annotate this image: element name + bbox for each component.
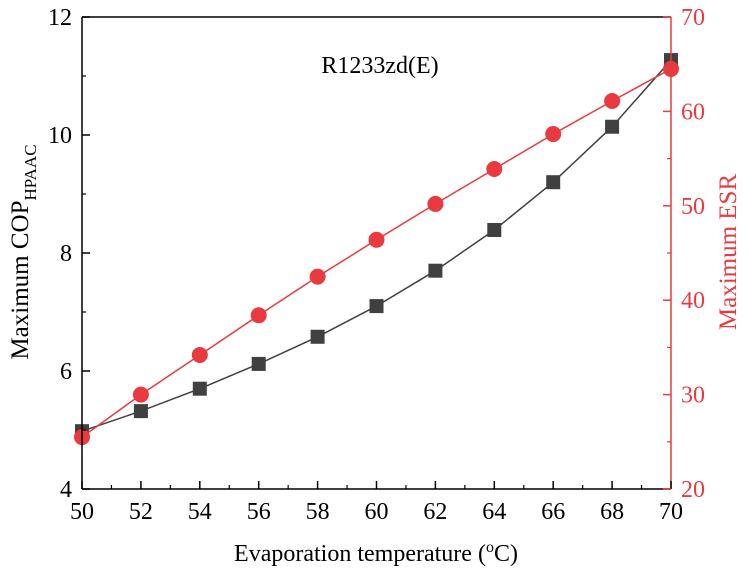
esr-data-point [191, 346, 208, 363]
esr-data-point [486, 160, 503, 177]
x-tick-label: 62 [423, 499, 447, 525]
cop-data-point [133, 404, 148, 419]
esr-data-point [604, 93, 621, 110]
x-tick-label: 68 [600, 499, 624, 525]
x-tick-label: 52 [129, 499, 153, 525]
x-axis-label: Evaporation temperature (oC) [234, 539, 518, 567]
y-axis-left-label: Maximum COPHPAAC [7, 144, 40, 359]
cop-data-point [605, 119, 620, 134]
cop-data-point [369, 299, 384, 314]
y-axis-left-label-subscript: HPAAC [21, 144, 40, 200]
esr-data-point [545, 126, 562, 143]
x-axis-label-suffix: C) [494, 541, 518, 567]
y-left-tick-label: 10 [48, 123, 72, 149]
cop-data-point [428, 263, 443, 278]
esr-data-point [368, 231, 385, 248]
x-tick-label: 70 [659, 499, 683, 525]
cop-data-point [310, 329, 325, 344]
x-tick-label: 64 [482, 499, 506, 525]
y-axis-right-label: Maximum ESR [715, 174, 742, 331]
x-tick-label: 50 [70, 499, 94, 525]
y-axis-left-label-main: Maximum COP [7, 201, 34, 360]
x-tick-label: 56 [247, 499, 271, 525]
x-tick-label: 54 [188, 499, 212, 525]
y-right-tick-label: 40 [681, 288, 705, 314]
y-right-tick-label: 20 [681, 477, 705, 503]
x-tick-label: 58 [306, 499, 330, 525]
cop-data-point [192, 381, 207, 396]
esr-data-point [132, 386, 149, 403]
y-right-tick-label: 60 [681, 99, 705, 125]
esr-data-point [427, 195, 444, 212]
esr-data-point [309, 268, 326, 285]
cop-data-point [251, 356, 266, 371]
y-left-tick-label: 6 [60, 359, 72, 385]
esr-series-line [81, 68, 672, 438]
x-axis-label-main: Evaporation temperature ( [234, 541, 486, 567]
esr-data-point [250, 307, 267, 324]
x-tick-label: 66 [541, 499, 565, 525]
chart-title: R1233zd(E) [321, 53, 438, 79]
y-left-tick-label: 8 [60, 241, 72, 267]
y-right-tick-label: 30 [681, 383, 705, 409]
y-left-tick-label: 12 [48, 5, 72, 31]
cop-data-point [546, 175, 561, 190]
y-left-tick-label: 4 [60, 477, 72, 503]
cop-data-point [487, 222, 502, 237]
x-tick-label: 60 [365, 499, 389, 525]
x-axis-label-superscript: o [486, 539, 494, 556]
y-right-tick-label: 70 [681, 5, 705, 31]
y-right-tick-label: 50 [681, 194, 705, 220]
